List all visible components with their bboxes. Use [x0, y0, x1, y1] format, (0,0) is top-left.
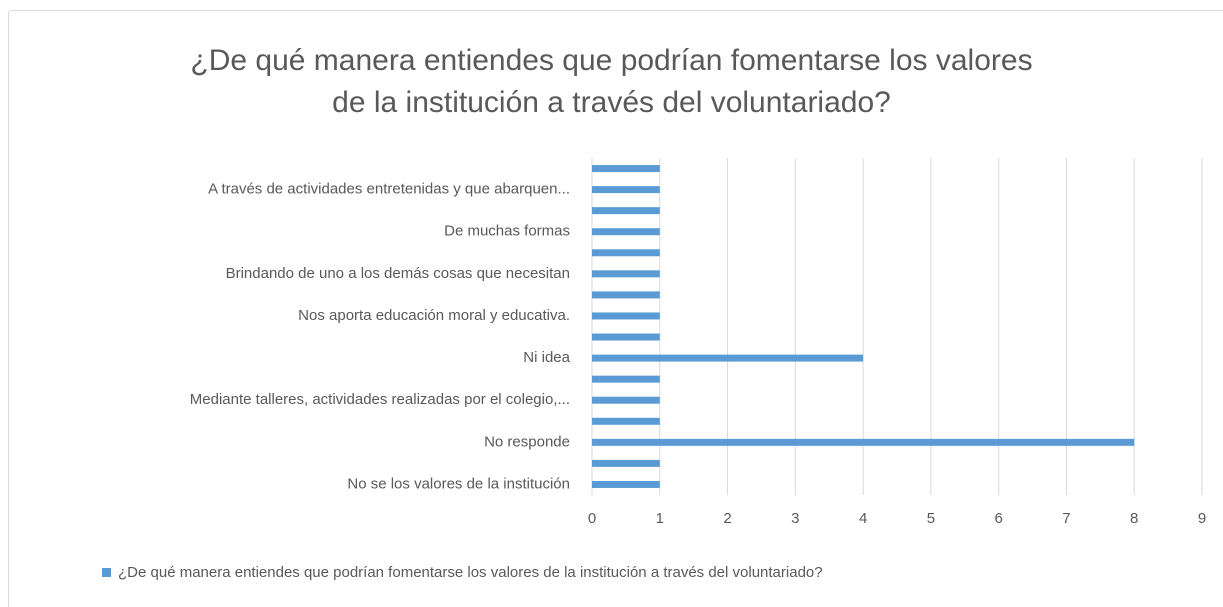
- x-tick-label: 3: [791, 510, 799, 527]
- y-tick-label: No responde: [484, 433, 570, 450]
- y-tick-label: Brindando de uno a los demás cosas que n…: [226, 265, 570, 282]
- bar: [592, 249, 660, 257]
- y-tick-label: Ni idea: [523, 349, 570, 366]
- y-tick-label: A través de actividades entretenidas y q…: [208, 181, 570, 198]
- bar: [592, 186, 660, 194]
- bar: [592, 270, 660, 278]
- bar: [592, 207, 660, 215]
- y-tick-label: No se los valores de la institución: [347, 475, 570, 492]
- bar: [592, 312, 660, 320]
- x-tick-label: 0: [588, 510, 596, 527]
- x-tick-label: 9: [1198, 510, 1206, 527]
- bar: [592, 459, 660, 467]
- x-tick-label: 4: [859, 510, 867, 527]
- x-tick-label: 1: [656, 510, 664, 527]
- y-tick-label: De muchas formas: [444, 223, 570, 240]
- bar: [592, 396, 660, 404]
- chart-title: ¿De qué manera entiendes que podrían fom…: [190, 44, 1033, 119]
- x-tick-label: 7: [1062, 510, 1070, 527]
- bar: [592, 228, 660, 236]
- bar: [592, 291, 660, 299]
- bar: [592, 417, 660, 425]
- bar: [592, 333, 660, 341]
- y-tick-label: Nos aporta educación moral y educativa.: [298, 307, 570, 324]
- bar: [592, 354, 864, 362]
- x-tick-label: 5: [927, 510, 935, 527]
- bar: [592, 480, 660, 488]
- legend-label: ¿De qué manera entiendes que podrían fom…: [118, 564, 823, 581]
- y-tick-label: Mediante talleres, actividades realizada…: [190, 391, 570, 408]
- x-tick-label: 6: [994, 510, 1002, 527]
- bar: [592, 165, 660, 173]
- bar: [592, 375, 660, 383]
- x-tick-label: 8: [1130, 510, 1138, 527]
- chart-frame: [8, 10, 1223, 607]
- bar: [592, 438, 1135, 446]
- legend-swatch: [102, 568, 111, 577]
- x-tick-label: 2: [723, 510, 731, 527]
